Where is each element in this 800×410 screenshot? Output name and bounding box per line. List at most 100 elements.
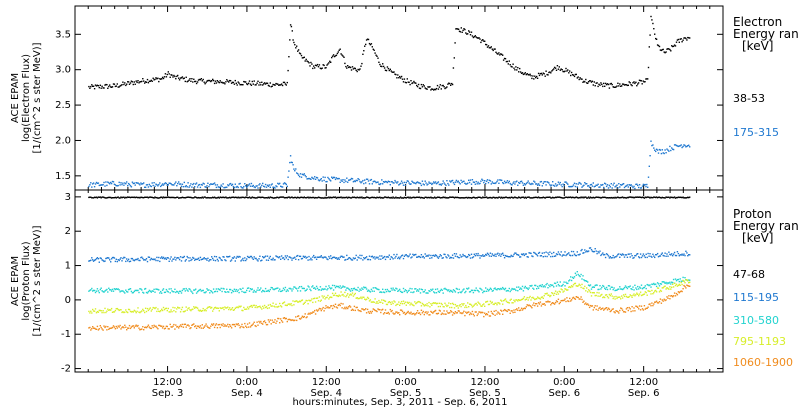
electron-point-38-53: [211, 80, 213, 82]
electron-point-38-53: [631, 84, 633, 87]
electron-point-38-53: [648, 46, 650, 48]
proton-point-115-195: [616, 255, 618, 257]
proton-point-115-195: [183, 255, 185, 258]
electron-point-175-315: [416, 181, 419, 183]
proton-point-1060-1900: [479, 311, 481, 313]
electron-point-175-315: [231, 183, 234, 186]
proton-point-310-580: [539, 284, 542, 287]
electron-point-38-53: [538, 74, 541, 77]
proton-point-795-1193: [480, 305, 482, 307]
proton-point-795-1193: [206, 307, 208, 310]
proton-point-1060-1900: [625, 308, 628, 310]
electron-point-175-315: [334, 178, 337, 181]
proton-point-115-195: [207, 257, 209, 259]
proton-point-795-1193: [184, 310, 186, 312]
proton-point-1060-1900: [406, 311, 408, 314]
electron-point-175-315: [161, 183, 164, 185]
proton-point-47-68: [305, 197, 307, 199]
proton-point-47-68: [115, 197, 117, 199]
proton-point-115-195: [513, 253, 515, 256]
proton-point-1060-1900: [187, 324, 189, 326]
electron-point-175-315: [304, 174, 306, 177]
proton-point-47-68: [164, 196, 167, 199]
electron-point-38-53: [485, 43, 487, 46]
proton-point-47-68: [417, 196, 420, 199]
proton-point-115-195: [539, 255, 542, 257]
proton-point-1060-1900: [570, 299, 573, 301]
electron-point-175-315: [336, 178, 339, 180]
electron-point-175-315: [147, 186, 150, 188]
proton-point-1060-1900: [430, 310, 432, 313]
proton-point-1060-1900: [655, 300, 658, 302]
proton-point-115-195: [542, 256, 544, 258]
proton-point-310-580: [530, 285, 532, 287]
electron-point-175-315: [587, 185, 589, 187]
proton-point-795-1193: [597, 295, 599, 297]
proton-point-115-195: [245, 259, 247, 262]
electron-point-38-53: [284, 83, 287, 85]
electron-point-38-53: [198, 78, 201, 81]
proton-point-47-68: [265, 197, 268, 199]
proton-point-795-1193: [623, 295, 626, 298]
electron-point-175-315: [333, 176, 336, 179]
proton-point-47-68: [213, 196, 216, 198]
proton-point-310-580: [517, 290, 519, 292]
proton-point-795-1193: [195, 306, 198, 309]
proton-point-47-68: [529, 197, 531, 199]
proton-point-115-195: [263, 257, 265, 259]
electron-point-38-53: [387, 67, 390, 70]
proton-point-1060-1900: [117, 325, 119, 327]
proton-point-310-580: [463, 288, 465, 290]
proton-point-47-68: [221, 196, 223, 199]
proton-point-47-68: [483, 196, 485, 199]
proton-point-115-195: [205, 258, 207, 260]
electron-point-38-53: [357, 68, 359, 71]
electron-point-175-315: [467, 182, 469, 184]
electron-point-38-53: [390, 70, 392, 72]
electron-point-175-315: [621, 184, 623, 186]
electron-point-175-315: [647, 176, 650, 178]
electron-point-175-315: [662, 152, 664, 154]
proton-point-115-195: [636, 253, 638, 255]
proton-point-115-195: [352, 257, 355, 259]
proton-point-47-68: [392, 196, 394, 198]
proton-point-115-195: [152, 258, 154, 260]
proton-point-1060-1900: [101, 328, 103, 330]
proton-point-795-1193: [442, 305, 444, 308]
proton-point-310-580: [104, 290, 106, 292]
proton-point-47-68: [231, 196, 234, 198]
proton-point-795-1193: [288, 303, 290, 305]
proton-point-47-68: [226, 197, 228, 199]
proton-point-1060-1900: [569, 297, 571, 300]
proton-point-47-68: [297, 196, 299, 198]
electron-point-175-315: [275, 185, 277, 187]
proton-point-115-195: [674, 254, 677, 257]
proton-point-115-195: [681, 253, 683, 255]
electron-point-38-53: [379, 63, 381, 66]
electron-point-38-53: [611, 83, 613, 86]
proton-point-47-68: [180, 197, 183, 199]
proton-point-115-195: [592, 251, 594, 253]
electron-point-175-315: [366, 178, 369, 180]
proton-point-1060-1900: [279, 322, 281, 324]
proton-point-1060-1900: [476, 314, 478, 317]
electron-point-38-53: [670, 50, 672, 52]
proton-point-1060-1900: [399, 314, 401, 316]
proton-point-115-195: [563, 254, 565, 256]
proton-point-115-195: [658, 255, 661, 257]
proton-point-47-68: [340, 196, 342, 198]
electron-point-175-315: [545, 184, 547, 186]
proton-point-115-195: [234, 260, 236, 262]
electron-point-38-53: [686, 39, 688, 41]
electron-point-175-315: [660, 152, 663, 155]
proton-point-310-580: [280, 290, 282, 293]
proton-point-1060-1900: [127, 327, 130, 329]
electron-point-38-53: [380, 65, 382, 67]
proton-point-310-580: [331, 287, 333, 289]
proton-point-47-68: [199, 197, 202, 199]
proton-point-310-580: [127, 288, 130, 291]
electron-point-175-315: [497, 179, 499, 181]
proton-point-47-68: [197, 196, 200, 199]
proton-point-1060-1900: [285, 317, 287, 320]
proton-point-795-1193: [137, 307, 139, 309]
